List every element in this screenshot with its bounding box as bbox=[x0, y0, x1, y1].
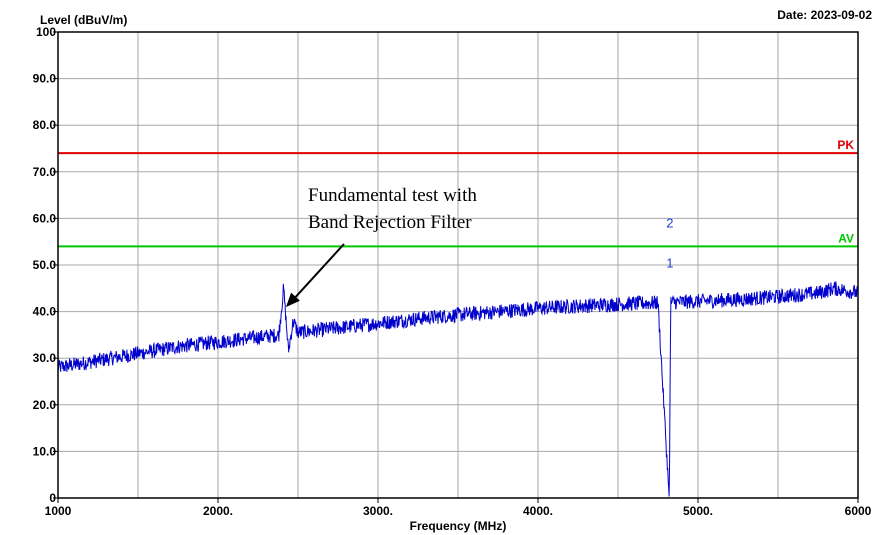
y-tick-label: 50.0 bbox=[33, 258, 57, 272]
test-date: Date: 2023-09-02 bbox=[777, 8, 872, 22]
y-tick-label: 30.0 bbox=[33, 351, 57, 365]
limit-label-pk: PK bbox=[837, 138, 854, 152]
y-tick-label: 100 bbox=[36, 25, 56, 39]
y-tick-label: 40.0 bbox=[33, 305, 57, 319]
limit-label-av: AV bbox=[838, 231, 854, 245]
annotation-line: Fundamental test with bbox=[308, 185, 477, 206]
annotation-line: Band Rejection Filter bbox=[308, 212, 472, 233]
x-tick-label: 2000. bbox=[203, 504, 233, 518]
x-tick-label: 4000. bbox=[523, 504, 553, 518]
x-axis-title: Frequency (MHz) bbox=[410, 519, 507, 533]
y-tick-label: 70.0 bbox=[33, 165, 57, 179]
marker-1: 1 bbox=[666, 255, 673, 270]
y-tick-label: 0 bbox=[49, 491, 56, 505]
x-tick-label: 6000 bbox=[845, 504, 872, 518]
y-tick-label: 20.0 bbox=[33, 398, 57, 412]
x-tick-label: 1000 bbox=[45, 504, 72, 518]
y-tick-label: 90.0 bbox=[33, 72, 57, 86]
y-tick-label: 60.0 bbox=[33, 211, 57, 225]
x-tick-label: 3000. bbox=[363, 504, 393, 518]
y-tick-label: 10.0 bbox=[33, 444, 57, 458]
y-tick-label: 80.0 bbox=[33, 118, 57, 132]
y-axis-title: Level (dBuV/m) bbox=[40, 13, 127, 27]
marker-2: 2 bbox=[666, 216, 673, 231]
x-tick-label: 5000. bbox=[683, 504, 713, 518]
